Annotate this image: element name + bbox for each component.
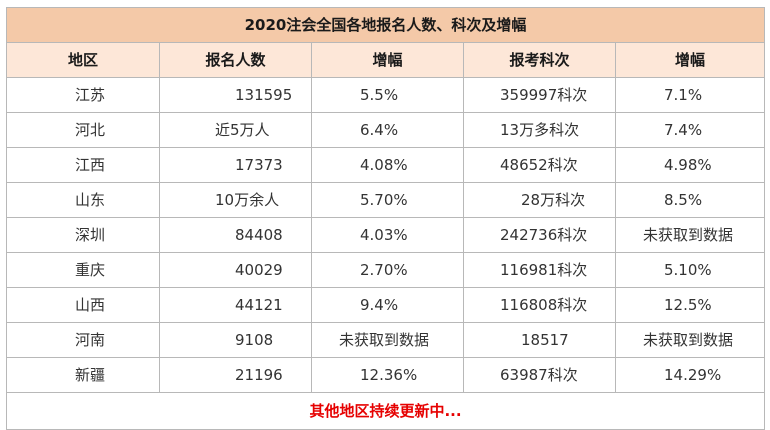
cell-subjects: 116981科次 (463, 252, 616, 288)
cell-subjects: 359997科次 (463, 77, 616, 113)
table-row: 深圳 84408 4.03% 242736科次 未获取到数据 (6, 217, 766, 253)
cell-growth-subjects: 未获取到数据 (614, 217, 766, 253)
header-growth-subjects: 增幅 (614, 42, 766, 78)
cell-region: 重庆 (6, 252, 160, 288)
table-row: 新疆 21196 12.36% 63987科次 14.29% (6, 357, 766, 393)
cell-region: 河南 (6, 322, 160, 358)
cell-growth-subjects: 8.5% (614, 182, 766, 218)
cell-applicants: 10万余人 (159, 182, 312, 218)
header-row: 地区 报名人数 增幅 报考科次 增幅 (6, 42, 766, 78)
cell-growth-applicants: 2.70% (311, 252, 464, 288)
cell-growth-subjects: 未获取到数据 (614, 322, 766, 358)
cell-growth-subjects: 7.1% (614, 77, 766, 113)
cell-region: 深圳 (6, 217, 160, 253)
cell-applicants: 84408 (159, 217, 312, 253)
table-row: 江西 17373 4.08% 48652科次 4.98% (6, 147, 766, 183)
table-row: 河北 近5万人 6.4% 13万多科次 7.4% (6, 112, 766, 148)
cell-growth-applicants: 4.03% (311, 217, 464, 253)
cell-region: 山东 (6, 182, 160, 218)
cell-applicants: 131595 (159, 77, 312, 113)
cell-growth-applicants: 未获取到数据 (311, 322, 464, 358)
cell-growth-subjects: 5.10% (614, 252, 766, 288)
cell-region: 山西 (6, 287, 160, 323)
cell-subjects: 48652科次 (463, 147, 616, 183)
cell-subjects: 242736科次 (463, 217, 616, 253)
table-row: 重庆 40029 2.70% 116981科次 5.10% (6, 252, 766, 288)
table-title: 2020注会全国各地报名人数、科次及增幅 (5, 7, 766, 43)
title-row: 2020注会全国各地报名人数、科次及增幅 (5, 7, 766, 43)
cell-subjects: 116808科次 (463, 287, 616, 323)
cell-subjects: 13万多科次 (463, 112, 616, 148)
cell-region: 江西 (6, 147, 160, 183)
registration-table: 2020注会全国各地报名人数、科次及增幅 地区 报名人数 增幅 报考科次 增幅 … (5, 7, 766, 430)
cell-subjects: 18517 (463, 322, 616, 358)
header-growth-applicants: 增幅 (311, 42, 464, 78)
cell-growth-subjects: 12.5% (614, 287, 766, 323)
cell-subjects: 63987科次 (463, 357, 616, 393)
cell-applicants: 17373 (159, 147, 312, 183)
cell-growth-subjects: 4.98% (614, 147, 766, 183)
cell-growth-subjects: 14.29% (614, 357, 766, 393)
cell-region: 新疆 (6, 357, 160, 393)
table-row: 山东 10万余人 5.70% 28万科次 8.5% (6, 182, 766, 218)
header-applicants: 报名人数 (159, 42, 312, 78)
cell-growth-applicants: 4.08% (311, 147, 464, 183)
cell-subjects: 28万科次 (463, 182, 616, 218)
cell-growth-applicants: 6.4% (311, 112, 464, 148)
cell-applicants: 9108 (159, 322, 312, 358)
cell-growth-applicants: 9.4% (311, 287, 464, 323)
cell-applicants: 近5万人 (159, 112, 312, 148)
cell-region: 江苏 (6, 77, 160, 113)
cell-region: 河北 (6, 112, 160, 148)
cell-growth-applicants: 5.5% (311, 77, 464, 113)
cell-applicants: 21196 (159, 357, 312, 393)
header-region: 地区 (6, 42, 160, 78)
header-subjects: 报考科次 (463, 42, 616, 78)
table-row: 山西 44121 9.4% 116808科次 12.5% (6, 287, 766, 323)
table-row: 江苏 131595 5.5% 359997科次 7.1% (6, 77, 766, 113)
data-table-container: 2020注会全国各地报名人数、科次及增幅 地区 报名人数 增幅 报考科次 增幅 … (5, 7, 766, 430)
cell-growth-subjects: 7.4% (614, 112, 766, 148)
cell-growth-applicants: 5.70% (311, 182, 464, 218)
cell-applicants: 40029 (159, 252, 312, 288)
cell-applicants: 44121 (159, 287, 312, 323)
cell-growth-applicants: 12.36% (311, 357, 464, 393)
table-row: 河南 9108 未获取到数据 18517 未获取到数据 (6, 322, 766, 358)
